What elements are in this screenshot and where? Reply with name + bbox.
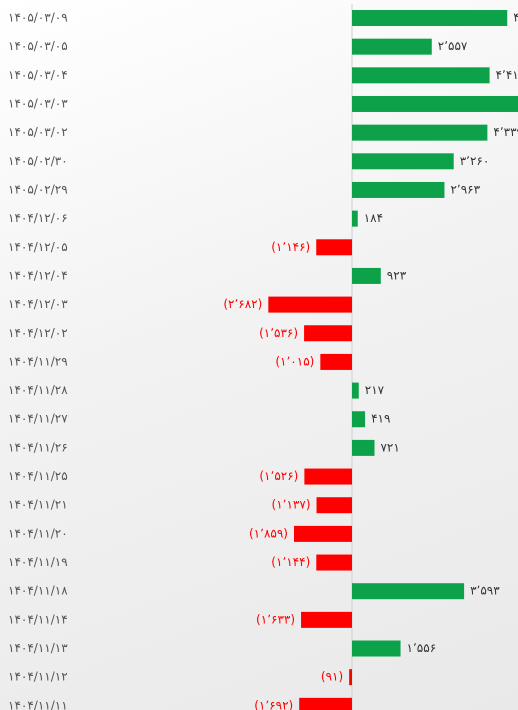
value-label: (۱٬۰۱۵) xyxy=(275,354,314,368)
date-label: ۱۴۰۴/۱۱/۱۸ xyxy=(8,584,68,598)
bar xyxy=(304,325,352,341)
bar xyxy=(352,641,401,657)
bar xyxy=(352,383,359,399)
chart: ۱۴۰۵/۰۳/۰۹ ۴٬۹۷۶ ۱۴۰۵/۰۳/۰۵ ۲٬۵۵۷ ۱۴۰۵/۰۳/۰۴… xyxy=(0,0,518,710)
bar xyxy=(316,555,352,571)
date-label: ۱۴۰۴/۱۱/۱۲ xyxy=(8,670,68,684)
bar xyxy=(352,125,487,141)
bar xyxy=(352,39,432,55)
date-label: ۱۴۰۴/۱۱/۲۶ xyxy=(8,440,68,454)
date-label: ۱۴۰۵/۰۳/۰۴ xyxy=(8,68,68,82)
date-label: ۱۴۰۴/۱۲/۰۲ xyxy=(8,326,68,340)
value-label: (۱٬۵۲۶) xyxy=(259,469,298,483)
date-label: ۱۴۰۴/۱۱/۲۵ xyxy=(8,469,68,483)
bar xyxy=(352,268,381,284)
date-label: ۱۴۰۴/۱۲/۰۶ xyxy=(8,211,68,225)
value-label: ۱٬۵۵۶ xyxy=(407,641,437,655)
value-label: ۲۱۷ xyxy=(365,383,385,397)
bar xyxy=(320,354,352,370)
value-label: ۴٬۹۷۶ xyxy=(513,11,518,25)
value-label: ۴٬۴۱۰ xyxy=(496,68,518,82)
bar xyxy=(352,96,518,112)
date-label: ۱۴۰۴/۱۲/۰۵ xyxy=(8,240,68,254)
date-label: ۱۴۰۴/۱۱/۲۷ xyxy=(8,412,68,426)
value-label: (۱٬۵۳۶) xyxy=(259,326,298,340)
value-label: ۳٬۵۹۳ xyxy=(470,584,500,598)
bar xyxy=(316,239,352,255)
date-label: ۱۴۰۴/۱۱/۱۴ xyxy=(8,612,68,626)
value-label: ۲٬۵۵۷ xyxy=(438,39,468,53)
date-label: ۱۴۰۴/۱۱/۲۹ xyxy=(8,354,68,368)
value-label: (۱٬۸۵۹) xyxy=(249,526,288,540)
value-label: ۹۲۳ xyxy=(387,268,407,282)
bar xyxy=(317,497,352,513)
date-label: ۱۴۰۴/۱۱/۲۱ xyxy=(8,498,68,512)
date-label: ۱۴۰۴/۱۱/۲۰ xyxy=(8,526,68,540)
date-label: ۱۴۰۵/۰۳/۰۳ xyxy=(8,96,68,110)
date-label: ۱۴۰۵/۰۲/۲۹ xyxy=(8,182,68,196)
value-label: (۱٬۱۴۴) xyxy=(271,555,310,569)
value-label: (۲٬۶۸۲) xyxy=(223,297,262,311)
date-label: ۱۴۰۴/۱۱/۲۸ xyxy=(8,383,68,397)
value-label: ۴۱۹ xyxy=(371,412,390,426)
value-label: ۲٬۹۶۳ xyxy=(450,182,480,196)
value-label: (۱٬۱۴۶) xyxy=(271,240,310,254)
date-label: ۱۴۰۴/۱۱/۱۹ xyxy=(8,555,68,569)
date-label: ۱۴۰۴/۱۲/۰۳ xyxy=(8,297,68,311)
bar xyxy=(304,469,352,485)
bar xyxy=(294,526,352,542)
bar xyxy=(352,211,358,227)
bar xyxy=(349,669,352,685)
bar xyxy=(352,411,365,427)
value-label: ۴٬۳۳۹ xyxy=(493,125,518,139)
value-label: ۷۲۱ xyxy=(380,440,399,454)
date-label: ۱۴۰۵/۰۳/۰۲ xyxy=(8,125,68,139)
value-label: ۳٬۲۶۰ xyxy=(460,154,490,168)
date-label: ۱۴۰۴/۱۲/۰۴ xyxy=(8,268,68,282)
bar xyxy=(299,698,352,710)
date-label: ۱۴۰۵/۰۲/۳۰ xyxy=(8,154,68,168)
date-label: ۱۴۰۴/۱۱/۱۱ xyxy=(8,698,68,710)
bar xyxy=(352,67,490,83)
bar xyxy=(301,612,352,628)
bar xyxy=(352,583,464,599)
value-label: (۱٬۶۳۳) xyxy=(256,612,295,626)
value-label: (۱٬۱۳۷) xyxy=(272,498,311,512)
bar xyxy=(352,182,444,198)
date-label: ۱۴۰۵/۰۳/۰۵ xyxy=(8,39,68,53)
bar xyxy=(352,440,374,456)
value-label: ۱۸۴ xyxy=(364,211,383,225)
value-label: (۱٬۶۹۲) xyxy=(254,698,293,710)
date-label: ۱۴۰۴/۱۱/۱۳ xyxy=(8,641,68,655)
bar xyxy=(268,297,352,313)
bar xyxy=(352,153,454,169)
date-label: ۱۴۰۵/۰۳/۰۹ xyxy=(8,11,68,25)
bar xyxy=(352,10,507,26)
value-label: (۹۱) xyxy=(321,670,343,684)
